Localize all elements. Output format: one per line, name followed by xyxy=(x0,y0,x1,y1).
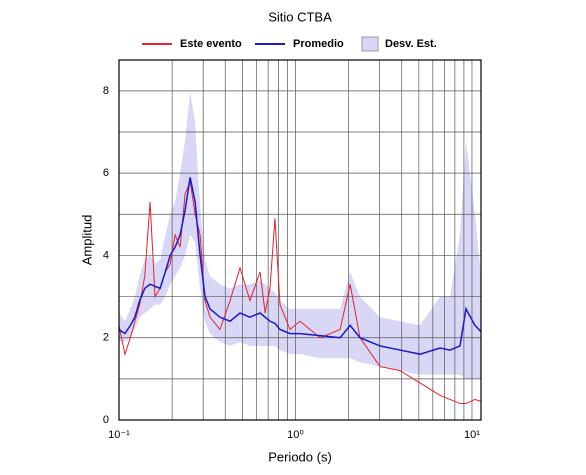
y-axis-label: Amplitud xyxy=(79,215,94,266)
x-axis-label: Periodo (s) xyxy=(268,449,332,464)
legend-swatch xyxy=(361,36,379,52)
x-tick-label: 10⁰ xyxy=(287,429,304,441)
x-tick-label: 10¹ xyxy=(464,429,480,441)
y-tick-label: 0 xyxy=(103,414,109,426)
legend-label: Este evento xyxy=(180,38,242,50)
x-tick-label: 10⁻¹ xyxy=(108,429,130,441)
legend-label: Promedio xyxy=(293,38,344,50)
y-tick-label: 2 xyxy=(103,332,109,344)
chart-title: Sitio CTBA xyxy=(268,9,332,24)
plot-frame xyxy=(118,59,482,421)
series-line xyxy=(118,177,482,355)
y-tick-label: 4 xyxy=(103,249,109,261)
series-line xyxy=(118,179,482,405)
std-band xyxy=(119,90,481,379)
legend-label: Desv. Est. xyxy=(385,38,437,50)
y-tick-label: 8 xyxy=(103,85,109,97)
y-tick-label: 6 xyxy=(103,167,109,179)
